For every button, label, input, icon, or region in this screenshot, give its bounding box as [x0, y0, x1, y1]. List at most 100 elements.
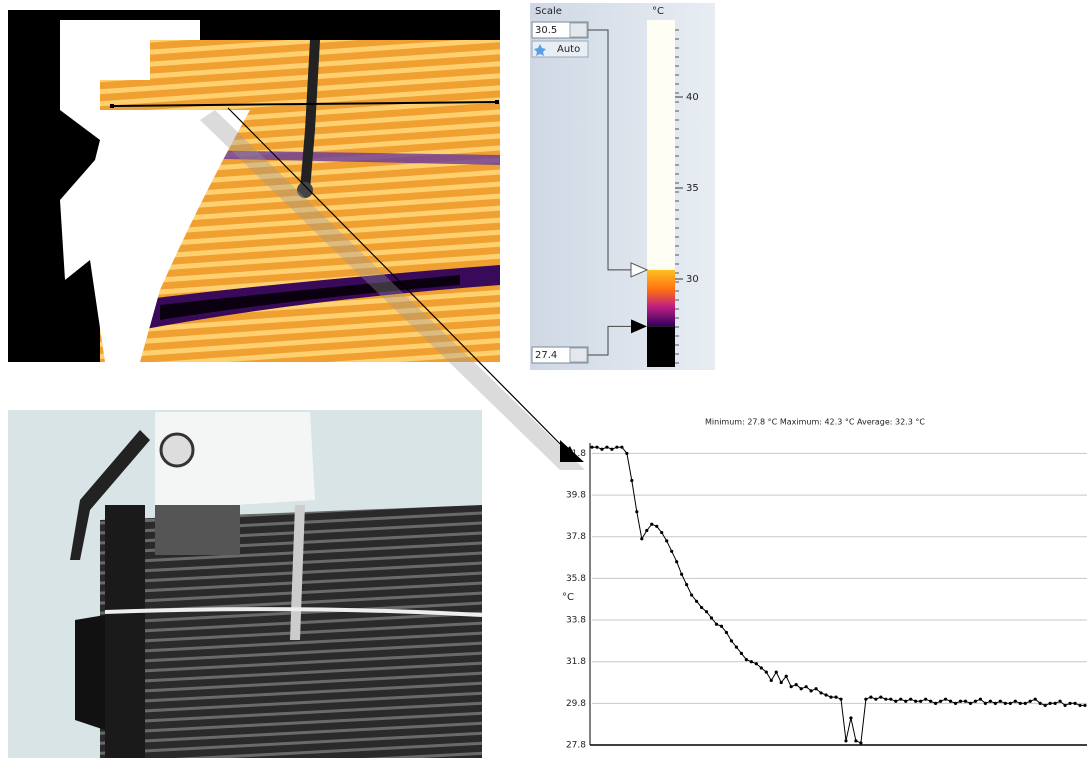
- data-point: [829, 695, 833, 699]
- data-point: [784, 674, 788, 678]
- data-point: [1053, 701, 1057, 705]
- data-point: [948, 699, 953, 703]
- data-point: [670, 549, 674, 553]
- data-point: [680, 572, 684, 576]
- data-point: [854, 739, 858, 743]
- data-point: [909, 697, 913, 701]
- data-point: [884, 697, 888, 701]
- data-point: [779, 680, 783, 685]
- data-point: [675, 560, 679, 564]
- auto-button[interactable]: [531, 40, 589, 58]
- data-point: [924, 697, 928, 701]
- data-point: [774, 670, 778, 674]
- data-line: [592, 446, 1085, 744]
- scale-tick-label: 35: [686, 183, 699, 194]
- auto-label: Auto: [557, 44, 580, 55]
- y-tick-label: 27.8: [566, 741, 586, 751]
- data-point: [1043, 703, 1047, 708]
- data-point: [894, 699, 898, 703]
- chart-title: Minimum: 27.8 °C Maximum: 42.3 °C Averag…: [705, 418, 925, 427]
- y-tick-label: 31.8: [566, 657, 586, 667]
- data-point: [983, 701, 988, 705]
- data-point: [655, 524, 659, 528]
- data-point: [1083, 703, 1087, 708]
- data-point: [958, 699, 963, 703]
- data-point: [685, 583, 689, 587]
- data-point: [1013, 699, 1017, 703]
- data-point: [1008, 701, 1012, 705]
- data-point: [1018, 701, 1022, 705]
- data-point: [799, 687, 803, 691]
- data-point: [665, 539, 669, 543]
- data-point: [1048, 701, 1052, 705]
- min-connector: [588, 325, 631, 356]
- data-point: [590, 445, 594, 449]
- data-point: [640, 537, 644, 541]
- data-point: [694, 599, 699, 603]
- data-point: [864, 697, 868, 701]
- data-point: [630, 478, 634, 483]
- data-point: [734, 645, 739, 649]
- data-point: [769, 678, 773, 683]
- scale-tick-label: 30: [686, 274, 699, 285]
- data-point: [595, 445, 599, 449]
- max-value: 30.5: [535, 25, 557, 36]
- data-point: [879, 695, 883, 699]
- color-gradient: [647, 269, 675, 327]
- data-point: [834, 695, 838, 699]
- data-point: [938, 699, 943, 703]
- data-point: [963, 699, 968, 703]
- data-point: [689, 593, 694, 597]
- data-point: [993, 701, 997, 705]
- spin-button[interactable]: [569, 22, 588, 38]
- spin-button[interactable]: [569, 347, 588, 363]
- data-point: [794, 683, 798, 687]
- data-point: [789, 685, 793, 689]
- color-low: [647, 326, 675, 367]
- data-point: [724, 630, 729, 635]
- data-point: [739, 651, 743, 655]
- data-point: [968, 701, 973, 705]
- data-point: [859, 741, 863, 745]
- y-tick-label: 39.8: [566, 491, 586, 501]
- y-tick-label: 41.8: [566, 449, 586, 459]
- data-point: [650, 522, 654, 526]
- data-point: [620, 445, 624, 449]
- data-point: [973, 699, 978, 703]
- data-point: [749, 660, 753, 664]
- data-point: [874, 697, 878, 701]
- data-point: [714, 622, 719, 626]
- data-point: [754, 662, 758, 666]
- data-point: [844, 739, 848, 743]
- data-point: [660, 530, 664, 535]
- data-point: [1063, 703, 1067, 708]
- max-marker: [630, 262, 649, 278]
- data-point: [729, 639, 734, 643]
- data-point: [1023, 701, 1027, 705]
- data-point: [1058, 699, 1062, 703]
- data-point: [953, 701, 958, 705]
- arrow-head: [560, 440, 584, 462]
- y-tick-label: 33.8: [566, 616, 586, 626]
- min-marker: [631, 319, 647, 334]
- min-value: 27.4: [535, 350, 557, 361]
- line-chart: Minimum: 27.8 °C Maximum: 42.3 °C Averag…: [560, 418, 1087, 751]
- data-point: [869, 695, 873, 699]
- data-point: [904, 699, 908, 703]
- data-point: [645, 528, 649, 533]
- data-point: [998, 699, 1002, 703]
- data-point: [804, 685, 808, 689]
- data-point: [809, 689, 813, 693]
- data-point: [625, 451, 629, 456]
- data-point: [610, 447, 614, 451]
- data-point: [1028, 699, 1032, 703]
- data-point: [759, 666, 763, 670]
- y-tick-label: 35.8: [566, 574, 586, 584]
- photo: [8, 410, 483, 758]
- data-point: [978, 697, 983, 701]
- data-point: [1003, 701, 1007, 705]
- data-point: [988, 699, 992, 703]
- data-point: [704, 610, 709, 614]
- data-point: [615, 445, 619, 449]
